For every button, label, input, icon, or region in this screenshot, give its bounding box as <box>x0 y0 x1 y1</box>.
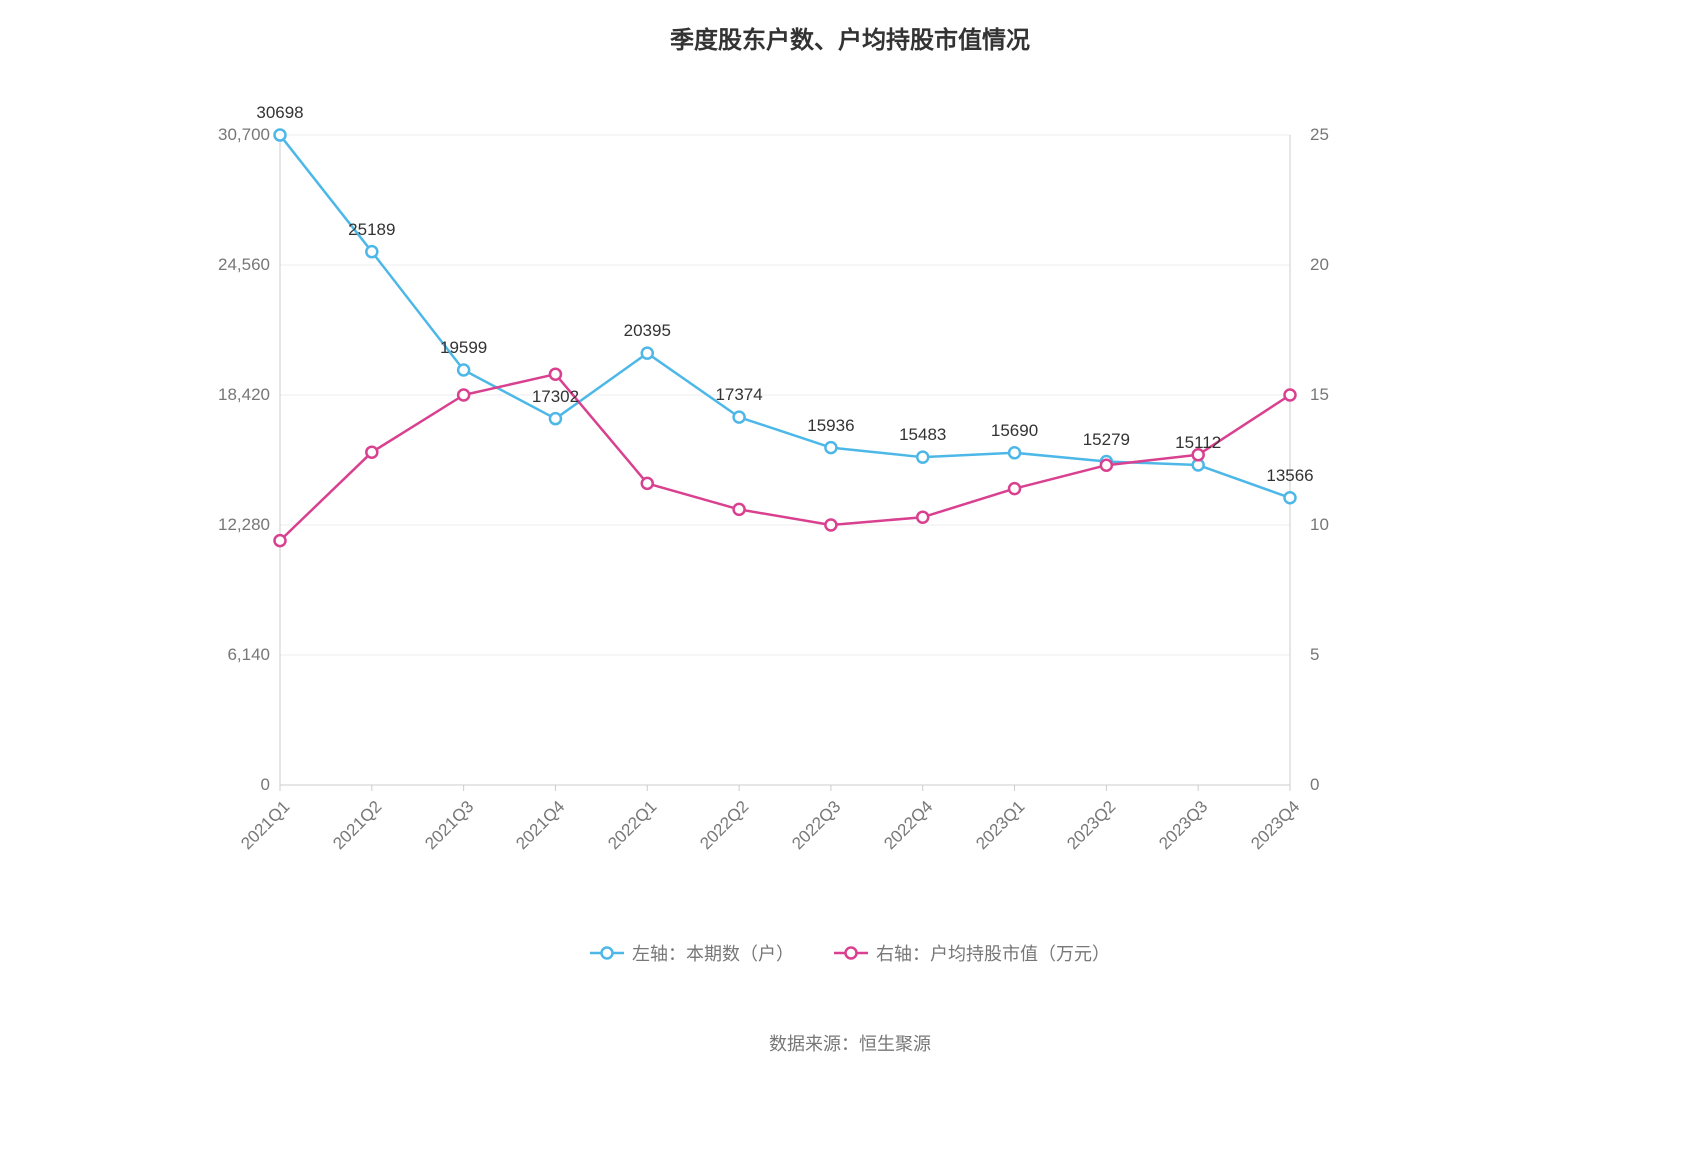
y-right-tick-label: 20 <box>1300 255 1370 275</box>
x-tick-label: 2023Q3 <box>1155 797 1212 854</box>
y-right-tick-label: 10 <box>1300 515 1370 535</box>
value-label: 15112 <box>1175 433 1221 453</box>
value-label: 15483 <box>899 425 946 445</box>
legend-label: 右轴：户均持股市值（万元） <box>876 940 1110 966</box>
chart-source: 数据来源：恒生聚源 <box>150 1030 1550 1056</box>
y-right-tick-label: 15 <box>1300 385 1370 405</box>
x-tick-label: 2022Q1 <box>604 797 661 854</box>
y-left-tick-label: 30,700 <box>150 125 280 145</box>
x-tick-label: 2021Q4 <box>513 797 570 854</box>
chart-svg <box>150 75 1420 795</box>
chart-container: 季度股东户数、户均持股市值情况 0 6,140 12,280 18,420 24,560… <box>150 20 1550 905</box>
value-label: 15936 <box>807 416 854 436</box>
y-right-tick-label: 0 <box>1300 775 1370 795</box>
y-left-tick-label: 12,280 <box>150 515 280 535</box>
value-label: 20395 <box>624 321 671 341</box>
y-right-tick-label: 25 <box>1300 125 1370 145</box>
x-tick-label: 2022Q4 <box>880 797 937 854</box>
x-tick-label: 2022Q3 <box>788 797 845 854</box>
x-tick-label: 2021Q1 <box>237 797 294 854</box>
y-left-tick-label: 18,420 <box>150 385 280 405</box>
chart-title: 季度股东户数、户均持股市值情况 <box>150 20 1550 55</box>
value-label: 30698 <box>256 103 303 123</box>
x-tick-label: 2023Q1 <box>972 797 1029 854</box>
x-tick-label: 2023Q2 <box>1064 797 1121 854</box>
legend-marker-icon <box>834 945 868 961</box>
y-left-tick-label: 0 <box>150 775 280 795</box>
value-label: 25189 <box>348 220 395 240</box>
chart-legend: 左轴：本期数（户） 右轴：户均持股市值（万元） <box>150 940 1550 966</box>
x-tick-label: 2021Q3 <box>421 797 478 854</box>
y-left-tick-label: 24,560 <box>150 255 280 275</box>
value-label: 17374 <box>715 385 762 405</box>
y-right-tick-label: 5 <box>1300 645 1370 665</box>
value-label: 19599 <box>440 338 487 358</box>
x-tick-label: 2021Q2 <box>329 797 386 854</box>
x-tick-label: 2023Q4 <box>1247 797 1304 854</box>
value-label: 13566 <box>1266 466 1313 486</box>
legend-item-holders: 左轴：本期数（户） <box>590 940 794 966</box>
value-label: 15690 <box>991 421 1038 441</box>
x-tick-label: 2022Q2 <box>696 797 753 854</box>
legend-label: 左轴：本期数（户） <box>632 940 794 966</box>
y-left-tick-label: 6,140 <box>150 645 280 665</box>
legend-item-avg_value: 右轴：户均持股市值（万元） <box>834 940 1110 966</box>
chart-plot-area: 0 6,140 12,280 18,420 24,560 30,700 0 5 10 15 20 25… <box>150 75 1420 905</box>
chart-source-text: 数据来源：恒生聚源 <box>769 1034 931 1054</box>
value-label: 15279 <box>1083 430 1130 450</box>
value-label: 17302 <box>532 387 579 407</box>
legend-marker-icon <box>590 945 624 961</box>
